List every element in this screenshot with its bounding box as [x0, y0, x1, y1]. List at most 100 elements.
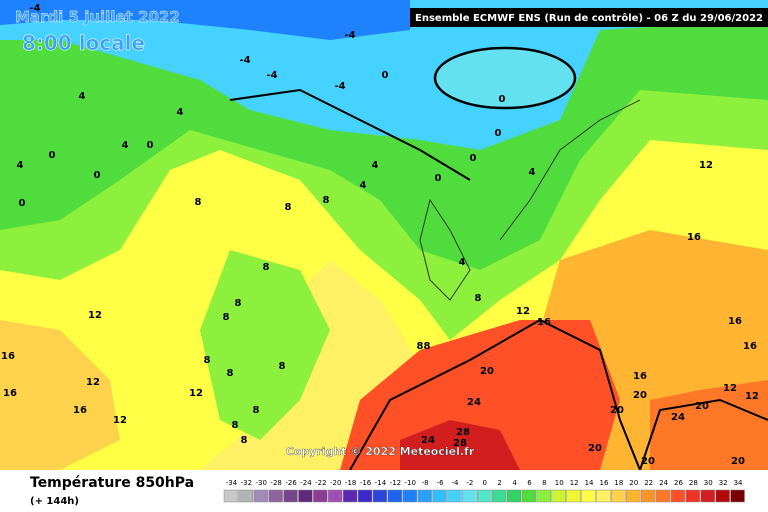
zone-west-orange: [0, 320, 120, 470]
legend-value: 24: [659, 479, 668, 487]
contour-label: 4: [79, 91, 86, 102]
legend-value: 16: [599, 479, 608, 487]
footer-title: Température 850hPa: [30, 475, 194, 491]
contour-label: 12: [516, 306, 530, 317]
legend-swatch: [328, 489, 343, 503]
contour-label: 4: [372, 160, 379, 171]
contour-label: 28: [456, 427, 470, 438]
legend-swatch: [283, 489, 298, 503]
legend-swatch: [700, 489, 715, 503]
legend-swatch: [581, 489, 596, 503]
legend-swatch: [462, 489, 477, 503]
legend-value: -8: [422, 479, 429, 487]
legend-value: -10: [405, 479, 416, 487]
legend-value: -26: [285, 479, 297, 487]
contour-label: 8: [323, 195, 330, 206]
contour-label: 0: [19, 198, 26, 209]
legend-swatch: [670, 489, 686, 503]
legend-swatch: [402, 489, 417, 503]
zone-red: [340, 320, 620, 470]
zone-cold: [0, 0, 768, 150]
legend-swatch: [536, 489, 552, 503]
legend-value: 18: [614, 479, 623, 487]
legend-swatch: [238, 489, 254, 503]
contour-label: 28: [453, 438, 467, 449]
legend-value: 30: [704, 479, 713, 487]
contour-label: 8: [263, 262, 270, 273]
contour-label: 0: [435, 173, 442, 184]
legend-value: -24: [300, 479, 312, 487]
contour-label: 16: [633, 371, 647, 382]
legend-value: 2: [497, 479, 501, 487]
legend-value: 12: [570, 479, 579, 487]
run-info: Ensemble ECMWF ENS (Run de contrôle) - 0…: [415, 12, 763, 24]
contour-label: 16: [728, 316, 742, 327]
legend-value: -4: [451, 479, 459, 487]
legend-swatch: [447, 489, 462, 503]
legend-value: 28: [689, 479, 698, 487]
contour-label: 20: [641, 456, 655, 467]
contour-label: 8: [223, 312, 230, 323]
legend-swatch: [387, 489, 403, 503]
legend-value: 8: [542, 479, 546, 487]
legend-swatch: [313, 489, 328, 503]
contour-label: 12: [745, 391, 759, 402]
legend-swatch: [223, 489, 239, 503]
contour-label: 20: [695, 401, 709, 412]
contour-label: 4: [360, 180, 367, 191]
legend-value: 22: [644, 479, 653, 487]
legend-swatch: [342, 489, 358, 503]
legend-swatch: [551, 489, 566, 503]
contour-label: -4: [334, 81, 345, 92]
contour-label: 4: [122, 140, 129, 151]
contour-label: 20: [610, 405, 624, 416]
contour-label: 20: [633, 390, 647, 401]
contour-label: 0: [49, 150, 56, 161]
legend-value: 26: [674, 479, 683, 487]
contour-label: 12: [88, 310, 102, 321]
contour-label: 4: [177, 107, 184, 118]
contour-label: 4: [529, 167, 536, 178]
contour-label: 8: [424, 341, 431, 352]
cold-pool: [433, 46, 577, 110]
contour-label: 24: [421, 435, 435, 446]
zone-darkred: [400, 420, 520, 470]
legend-value: -16: [360, 479, 372, 487]
contour-label: 4: [459, 257, 466, 268]
legend-value: -34: [226, 479, 238, 487]
legend-swatch: [626, 489, 641, 503]
contour-label: 12: [86, 377, 100, 388]
copyright: Copyright © 2022 Meteociel.fr: [286, 445, 475, 458]
contour-label: 8: [241, 435, 248, 446]
contour-label: 8: [475, 293, 482, 304]
legend-value: -22: [315, 479, 326, 487]
legend-value: 20: [629, 479, 638, 487]
contour-label: 8: [285, 202, 292, 213]
legend-swatch: [611, 489, 626, 503]
legend-value: 10: [555, 479, 564, 487]
contour-label: 8: [227, 368, 234, 379]
legend-value: -32: [241, 479, 252, 487]
run-banner: [410, 8, 768, 27]
legend-value: -18: [345, 479, 356, 487]
contour-label: 8: [235, 298, 242, 309]
legend-value: 0: [483, 479, 487, 487]
legend-swatch: [506, 489, 522, 503]
legend-swatch: [477, 489, 492, 503]
legend-value: 34: [734, 479, 743, 487]
legend-value: -28: [270, 479, 281, 487]
legend-value: -12: [390, 479, 401, 487]
zone-colder: [0, 0, 410, 40]
contour-label: 16: [3, 388, 17, 399]
contour-label: 16: [73, 405, 87, 416]
legend-swatch: [372, 489, 388, 503]
legend-swatch: [521, 489, 537, 503]
contour-label: 20: [588, 443, 602, 454]
contour-label: -4: [239, 55, 250, 66]
contour-label: 8: [253, 405, 260, 416]
legend-swatch: [268, 489, 283, 503]
contour-label: 8: [204, 355, 211, 366]
legend-value: -20: [330, 479, 341, 487]
legend-swatch: [566, 489, 581, 503]
contour-label: 12: [723, 383, 737, 394]
